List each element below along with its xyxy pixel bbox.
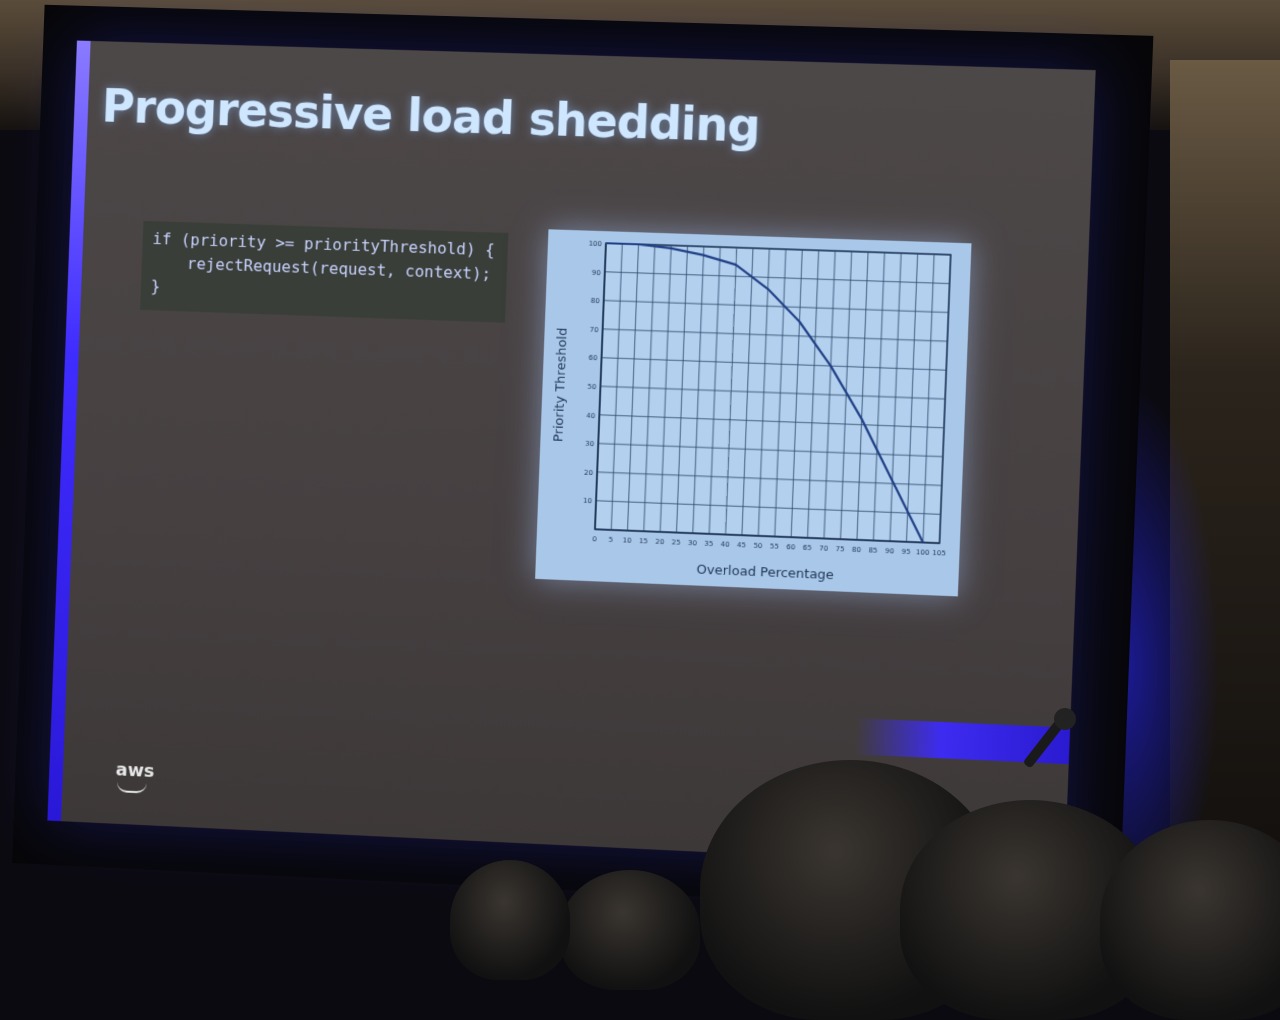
x-axis-label: Overload Percentage — [696, 562, 834, 583]
x-tick-label: 100 — [916, 548, 930, 557]
x-tick-label: 55 — [770, 542, 779, 550]
plot-area — [595, 243, 951, 543]
code-snippet: if (priority >= priorityThreshold) { rej… — [140, 221, 508, 323]
y-tick-label: 50 — [587, 383, 596, 391]
x-tick-label: 30 — [688, 539, 697, 547]
y-tick-label: 100 — [588, 240, 602, 249]
y-tick-label: 40 — [586, 411, 595, 419]
x-tick-label: 80 — [852, 546, 861, 554]
y-axis-label: Priority Threshold — [551, 327, 570, 442]
x-tick-label: 90 — [885, 547, 894, 555]
y-tick-label: 70 — [590, 326, 599, 334]
x-tick-label: 85 — [868, 546, 877, 554]
aws-logo-smile — [117, 782, 147, 793]
x-tick-label: 95 — [901, 548, 910, 556]
x-tick-label: 20 — [655, 538, 664, 546]
y-tick-label: 90 — [592, 268, 601, 276]
audience-head — [450, 860, 570, 980]
x-tick-label: 40 — [721, 540, 730, 548]
x-tick-label: 75 — [835, 545, 844, 553]
audience-head — [560, 870, 700, 990]
x-tick-label: 70 — [819, 544, 828, 552]
chart-panel: 0 5 10 15 20 25 30 35 40 45 50 55 60 65 70 75 80 85 90 95 10… — [535, 229, 971, 596]
x-tick-label: 25 — [671, 538, 680, 546]
aws-logo: aws — [115, 759, 154, 782]
y-tick-label: 10 — [583, 497, 592, 505]
y-tick-label: 80 — [591, 297, 600, 305]
x-tick-label: 0 — [592, 535, 597, 543]
y-tick-label: 60 — [588, 354, 597, 362]
y-tick-label: 30 — [585, 440, 594, 448]
slide-title: Progressive load shedding — [101, 79, 761, 153]
priority-threshold-chart: 0 5 10 15 20 25 30 35 40 45 50 55 60 65 70 75 80 85 90 95 10… — [535, 229, 971, 596]
x-tick-label: 15 — [639, 537, 648, 545]
presentation-slide: Progressive load shedding if (priority >… — [47, 41, 1095, 870]
x-tick-label: 45 — [737, 541, 746, 549]
y-tick-label: 20 — [584, 469, 593, 477]
microphone-head — [1054, 708, 1076, 730]
x-tick-label: 50 — [753, 542, 762, 550]
x-tick-label: 10 — [623, 536, 632, 544]
x-tick-label: 65 — [803, 544, 812, 552]
x-tick-label: 60 — [786, 543, 795, 551]
x-tick-label: 5 — [608, 536, 613, 544]
x-tick-label: 35 — [704, 540, 713, 548]
x-tick-label: 105 — [932, 549, 946, 558]
